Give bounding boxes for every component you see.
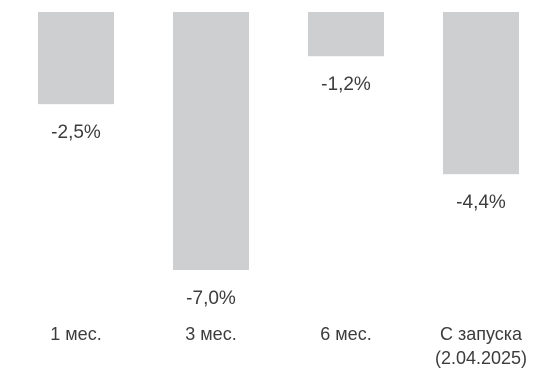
category-label-3: 6 мес. bbox=[320, 324, 371, 344]
value-label-4: -4,4% bbox=[456, 192, 506, 213]
bar-2 bbox=[173, 12, 249, 270]
value-label-2: -7,0% bbox=[186, 288, 236, 309]
category-label-4: С запуска (2.04.2025) bbox=[435, 324, 527, 368]
bar-3 bbox=[308, 12, 384, 57]
value-label-3: -1,2% bbox=[321, 74, 371, 95]
category-label-2: 3 мес. bbox=[185, 324, 236, 344]
bar-1 bbox=[38, 12, 114, 105]
category-label-1: 1 мес. bbox=[50, 324, 101, 344]
value-label-1: -2,5% bbox=[51, 122, 101, 143]
bar-4 bbox=[443, 12, 519, 175]
